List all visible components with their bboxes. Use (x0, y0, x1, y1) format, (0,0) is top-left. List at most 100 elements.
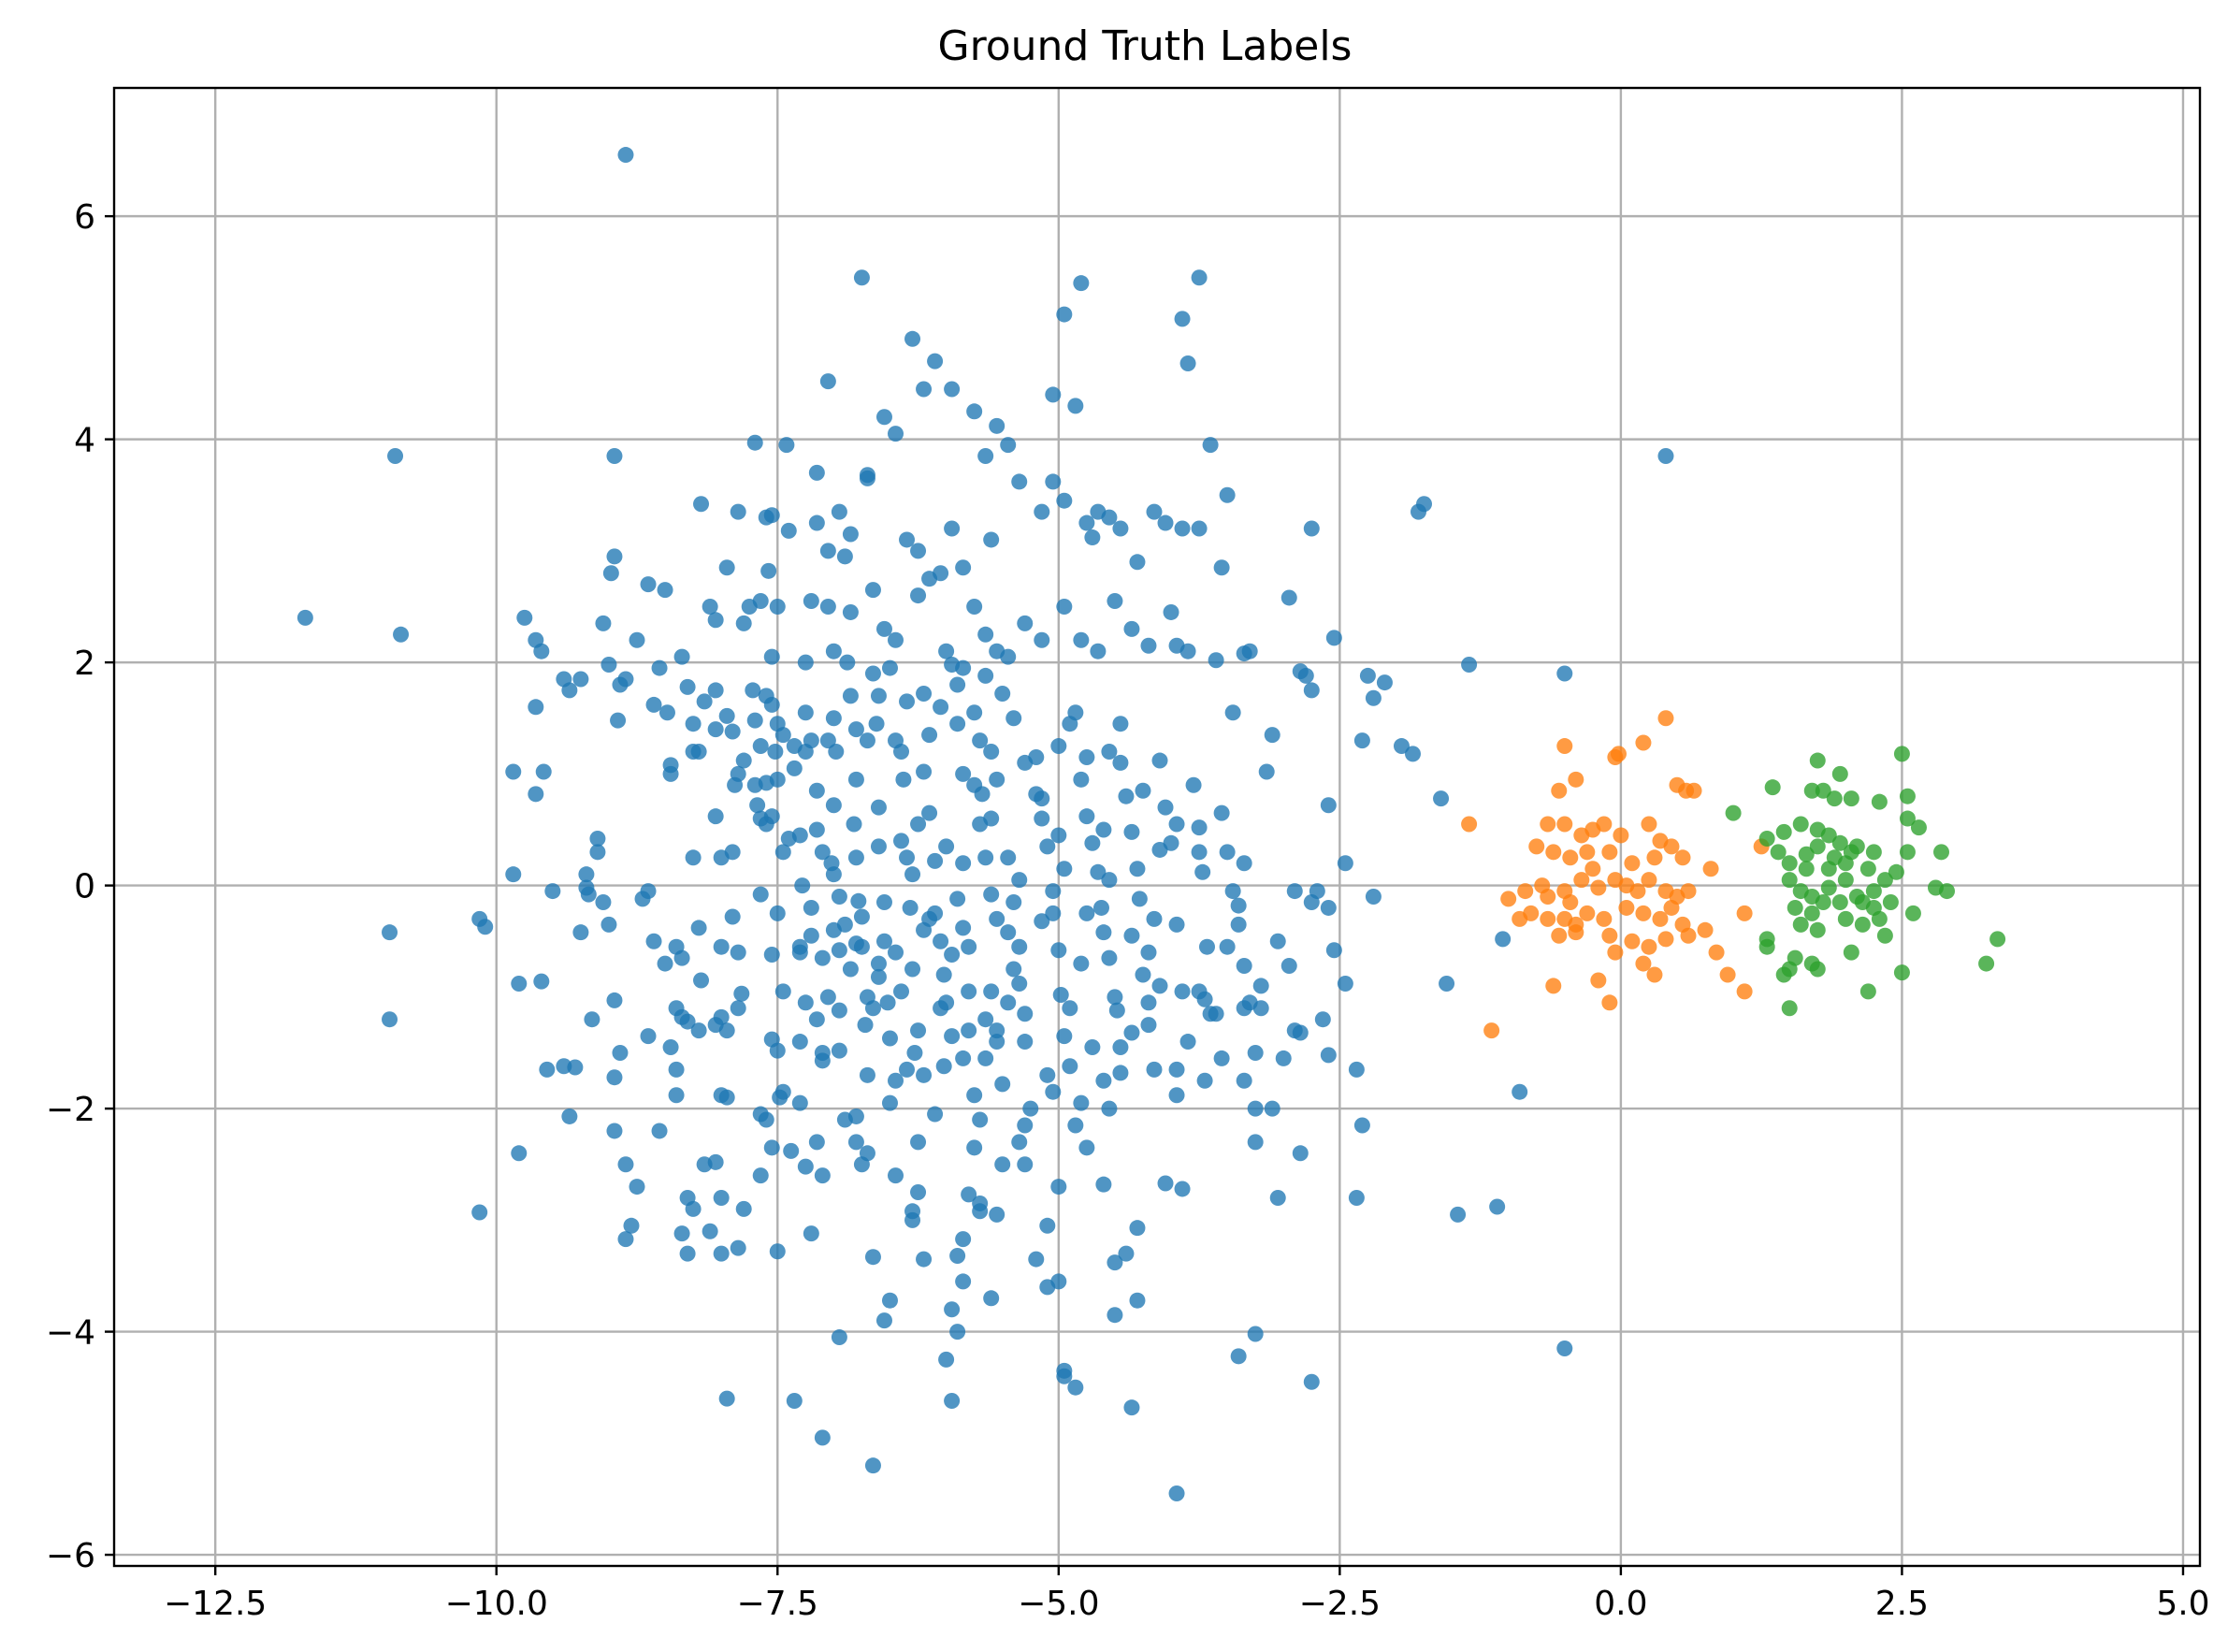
data-point (746, 434, 763, 451)
data-point (847, 1134, 864, 1151)
data-point (881, 1030, 898, 1047)
data-point (1135, 966, 1151, 983)
data-point (1146, 503, 1163, 520)
data-point (1325, 630, 1342, 646)
data-point (1196, 991, 1213, 1007)
data-point (1652, 910, 1669, 927)
data-point (870, 838, 887, 855)
data-point (1269, 933, 1286, 949)
data-point (949, 1247, 966, 1264)
data-point (955, 659, 972, 676)
data-point (528, 786, 544, 803)
data-point (1056, 861, 1073, 877)
data-point (668, 1061, 685, 1078)
data-point (1151, 752, 1168, 769)
data-point (836, 548, 853, 565)
data-point (1708, 944, 1725, 961)
data-point (1056, 1362, 1073, 1379)
data-point (763, 1139, 780, 1156)
data-point (938, 838, 955, 855)
data-point (961, 938, 977, 955)
data-point (1646, 966, 1663, 983)
data-point (906, 1044, 923, 1061)
data-point (1230, 1348, 1247, 1365)
data-point (847, 849, 864, 866)
data-point (1275, 1050, 1292, 1066)
data-point (1230, 916, 1247, 933)
data-point (1568, 771, 1584, 788)
data-point (774, 983, 791, 1000)
data-point (1000, 994, 1017, 1011)
data-point (1112, 1039, 1129, 1056)
data-point (1185, 776, 1202, 793)
data-point (977, 448, 994, 465)
data-point (989, 1206, 1005, 1223)
data-point (983, 983, 1000, 1000)
data-point (1011, 976, 1028, 993)
data-point (1123, 1024, 1140, 1041)
y-tick-label: 4 (74, 422, 95, 460)
data-point (1168, 816, 1185, 833)
data-point (944, 381, 961, 398)
data-point (387, 448, 404, 465)
data-point (955, 1231, 972, 1248)
data-point (1073, 1094, 1090, 1111)
data-point (828, 744, 845, 761)
data-point (1101, 1100, 1118, 1117)
data-point (718, 707, 735, 724)
data-point (578, 866, 595, 883)
data-point (864, 1249, 881, 1266)
data-point (994, 1156, 1011, 1173)
data-point (916, 1066, 933, 1083)
grid-lines (114, 88, 2200, 1566)
data-point (836, 916, 853, 933)
data-point (1174, 1181, 1191, 1197)
data-point (713, 1189, 730, 1206)
data-point (572, 671, 589, 688)
data-point (1545, 978, 1562, 994)
data-point (1168, 1087, 1185, 1104)
x-tick-label: −7.5 (737, 1585, 818, 1623)
data-point (786, 760, 803, 776)
data-point (831, 889, 847, 906)
data-point (1174, 520, 1191, 537)
data-point (1247, 1134, 1264, 1151)
data-point (1107, 989, 1123, 1006)
data-point (767, 744, 784, 761)
data-point (1837, 910, 1854, 927)
data-point (1978, 955, 1995, 972)
data-point (707, 682, 724, 699)
data-point (859, 1145, 875, 1162)
data-point (533, 973, 550, 990)
data-point (1078, 514, 1095, 531)
data-point (724, 723, 741, 740)
data-point (760, 562, 777, 579)
data-point (1101, 949, 1118, 966)
data-point (944, 520, 961, 537)
data-point (617, 671, 634, 688)
data-point (831, 503, 847, 520)
data-point (1826, 790, 1843, 807)
data-point (382, 924, 398, 941)
data-point (938, 643, 955, 659)
data-point (673, 949, 690, 966)
data-point (1017, 615, 1034, 631)
data-point (1140, 944, 1157, 961)
data-point (955, 559, 972, 576)
data-point (1641, 872, 1657, 889)
data-point (1129, 1220, 1146, 1237)
data-point (808, 464, 825, 481)
data-point (752, 593, 769, 610)
chart-title: Ground Truth Labels (938, 22, 1353, 70)
data-point (847, 771, 864, 788)
data-point (1320, 797, 1337, 814)
data-point (1702, 861, 1719, 877)
data-point (1280, 589, 1297, 606)
data-point (696, 693, 713, 710)
data-point (1247, 1100, 1264, 1117)
data-point (944, 1301, 961, 1318)
data-point (629, 631, 645, 648)
data-point (1151, 841, 1168, 858)
data-point (879, 994, 896, 1011)
data-point (868, 716, 885, 732)
